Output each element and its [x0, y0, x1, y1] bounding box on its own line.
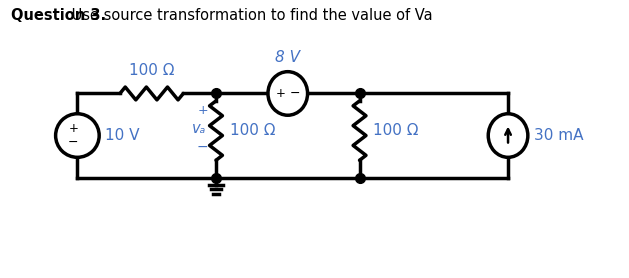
Text: +: + — [69, 122, 79, 135]
Text: 100 Ω: 100 Ω — [374, 123, 419, 138]
Ellipse shape — [55, 114, 99, 157]
Text: −: − — [68, 136, 79, 149]
Text: 10 V: 10 V — [105, 128, 140, 143]
Text: −: − — [196, 140, 208, 153]
Text: 100 Ω: 100 Ω — [129, 63, 174, 78]
Text: Question 3.: Question 3. — [11, 8, 106, 23]
Text: 30 mA: 30 mA — [534, 128, 583, 143]
Text: +: + — [276, 87, 286, 100]
Text: 100 Ω: 100 Ω — [230, 123, 276, 138]
Ellipse shape — [488, 114, 528, 157]
Text: Use source transformation to find the value of Va: Use source transformation to find the va… — [67, 8, 433, 23]
Text: −: − — [289, 87, 300, 100]
Text: +: + — [198, 104, 208, 117]
Text: vₐ: vₐ — [192, 121, 206, 136]
Text: 8 V: 8 V — [276, 50, 300, 65]
Ellipse shape — [268, 72, 308, 115]
